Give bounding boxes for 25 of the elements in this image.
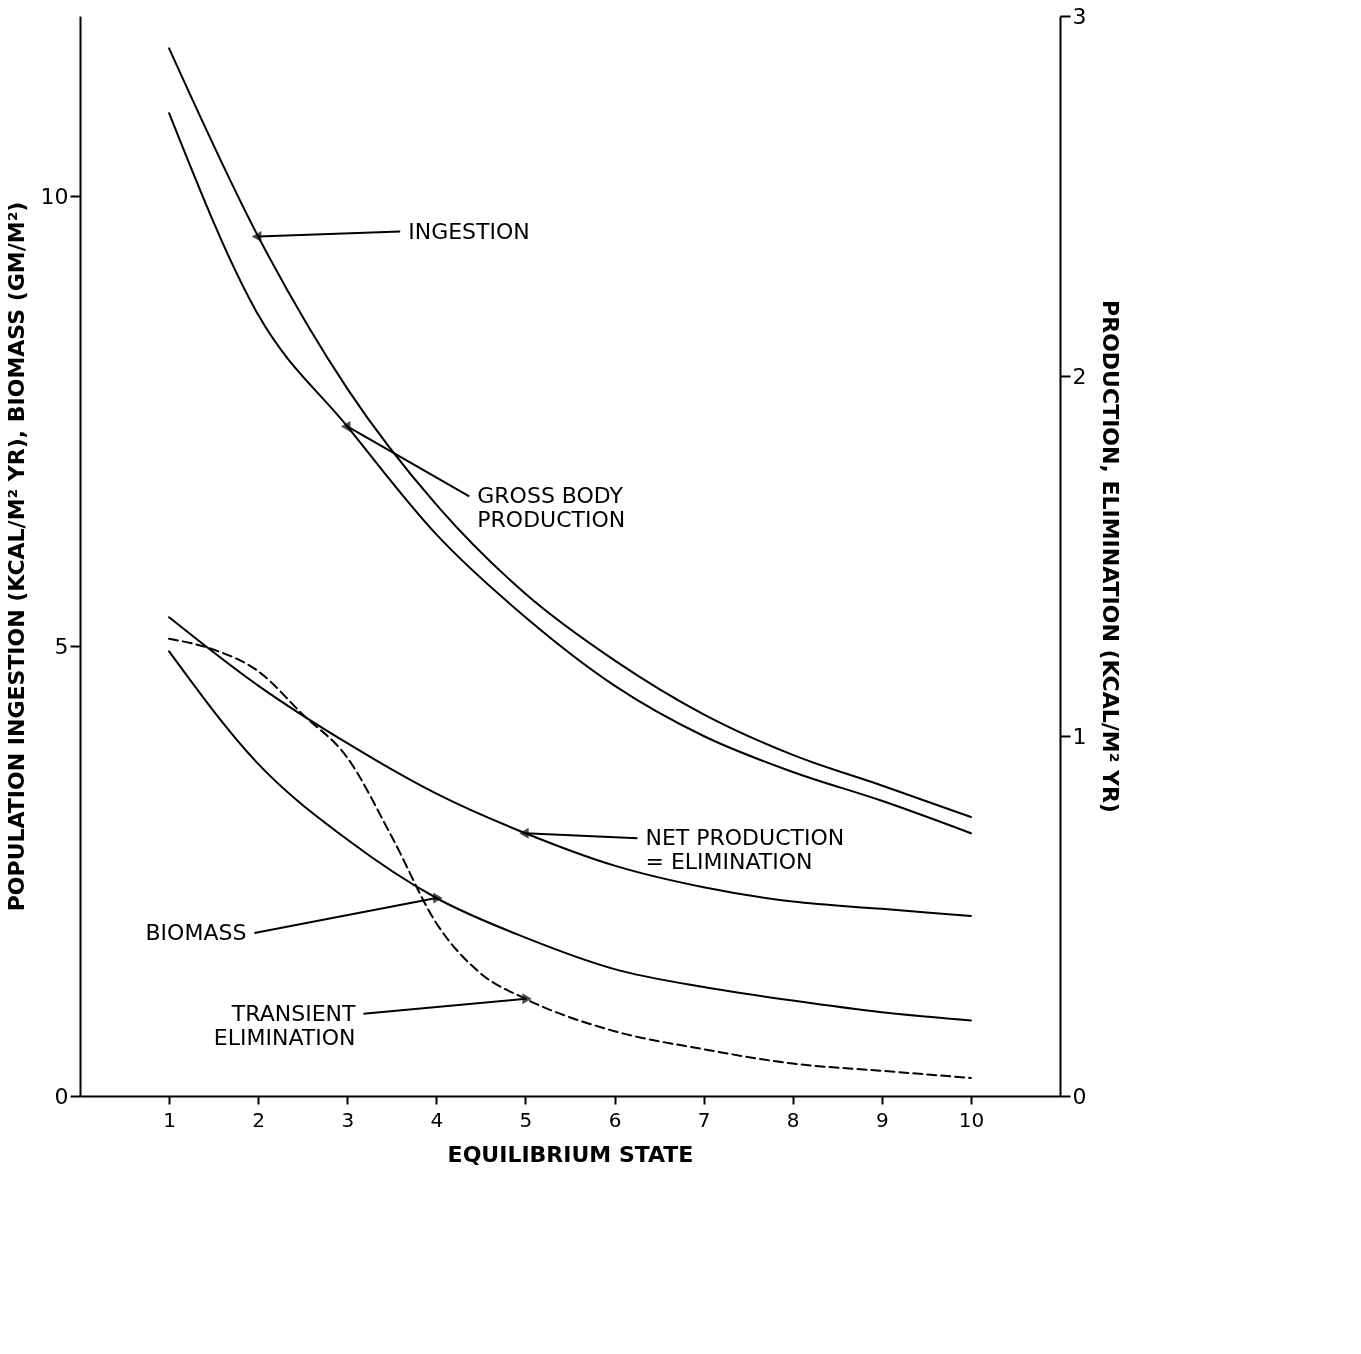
x-tick-label: 6 — [608, 1107, 622, 1132]
x-tick-label: 9 — [875, 1107, 889, 1132]
x-tick-label: 1 — [163, 1107, 176, 1132]
text: INGESTION — [408, 218, 530, 244]
x-tick-label: 4 — [430, 1107, 444, 1132]
text: TRANSIENT ELIMINATION — [213, 1000, 357, 1050]
y2-tick-label: 1 — [1072, 723, 1087, 749]
x-tick-label: 8 — [786, 1107, 800, 1132]
y2-axis-title: PRODUCTION, ELIMINATION (KCAL/M² YR) — [1098, 300, 1124, 813]
y2-tick-label: 0 — [1072, 1083, 1087, 1109]
text: BIOMASS — [145, 920, 247, 945]
x-tick-label: 10 — [958, 1107, 985, 1132]
series-label: NET PRODUCTION = ELIMINATION — [645, 825, 845, 875]
x-tick-label: 5 — [519, 1107, 533, 1132]
y2-tick-label: 2 — [1072, 363, 1087, 389]
y-tick-label: 5 — [54, 633, 69, 659]
y-axis-title: POPULATION INGESTION (KCAL/M² YR), BIOMASS (GM/M²) — [3, 201, 29, 912]
x-tick-label: 2 — [252, 1107, 266, 1132]
series-label: GROSS BODY PRODUCTION — [477, 483, 626, 533]
x-axis-title: EQUILIBRIUM STATE — [447, 1141, 694, 1167]
x-tick-label: 7 — [697, 1107, 711, 1132]
y-tick-label: 0 — [54, 1083, 69, 1109]
x-tick-label: 3 — [341, 1107, 355, 1132]
y2-tick-label: 3 — [1072, 3, 1087, 29]
y-tick-label: 10 — [40, 183, 69, 209]
